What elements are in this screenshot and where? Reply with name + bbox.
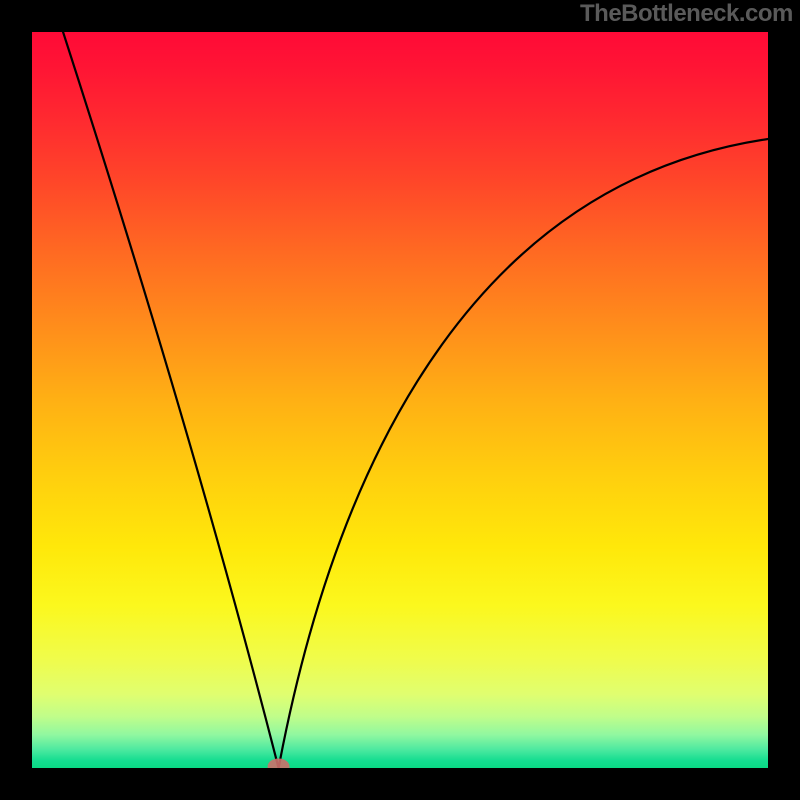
watermark-text: TheBottleneck.com	[580, 0, 793, 28]
frame-bottom	[0, 768, 800, 800]
frame-right	[768, 0, 800, 800]
frame-left	[0, 0, 32, 800]
bottleneck-chart	[0, 0, 800, 800]
gradient-background	[32, 32, 768, 768]
